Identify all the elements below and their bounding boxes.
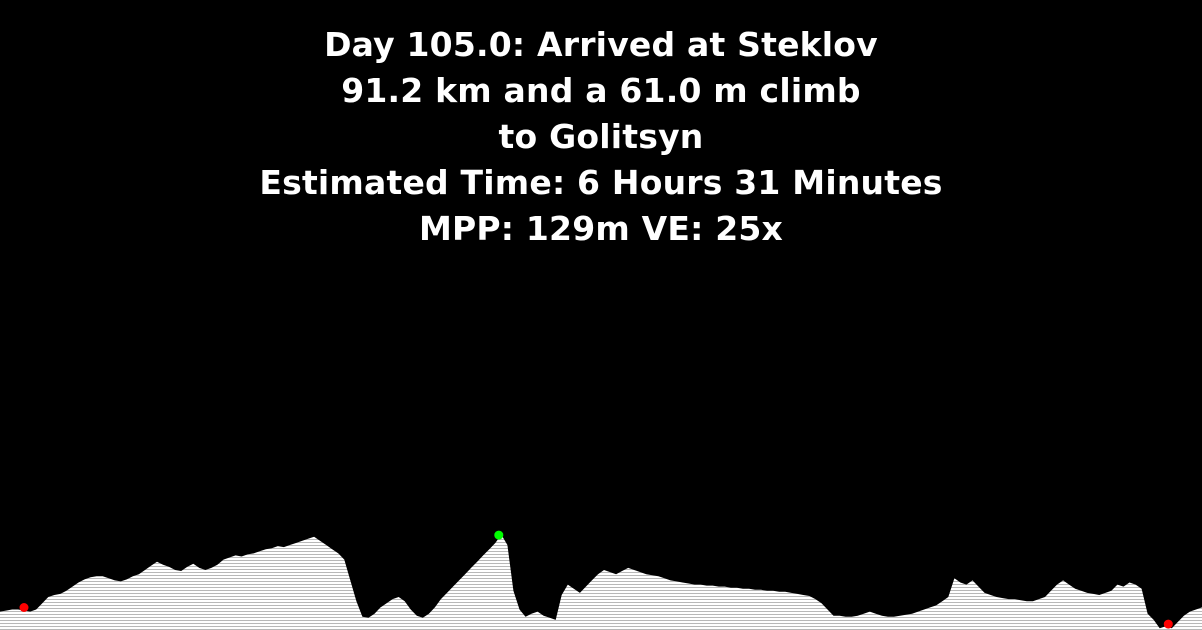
current-marker (494, 530, 504, 540)
elevation-area (0, 534, 1202, 630)
end-marker (1163, 619, 1173, 629)
title-day-line: Day 105.0: Arrived at Steklov (324, 25, 878, 64)
title-scale-line: MPP: 129m VE: 25x (418, 209, 784, 248)
markers-group (19, 530, 1173, 629)
title-distance-line: 91.2 km and a 61.0 m climb (341, 71, 861, 110)
title-destination-line: to Golitsyn (498, 117, 704, 156)
title-block: Day 105.0: Arrived at Steklov 91.2 km an… (0, 22, 1202, 252)
title-time-line: Estimated Time: 6 Hours 31 Minutes (259, 163, 943, 202)
start-marker (19, 603, 29, 612)
